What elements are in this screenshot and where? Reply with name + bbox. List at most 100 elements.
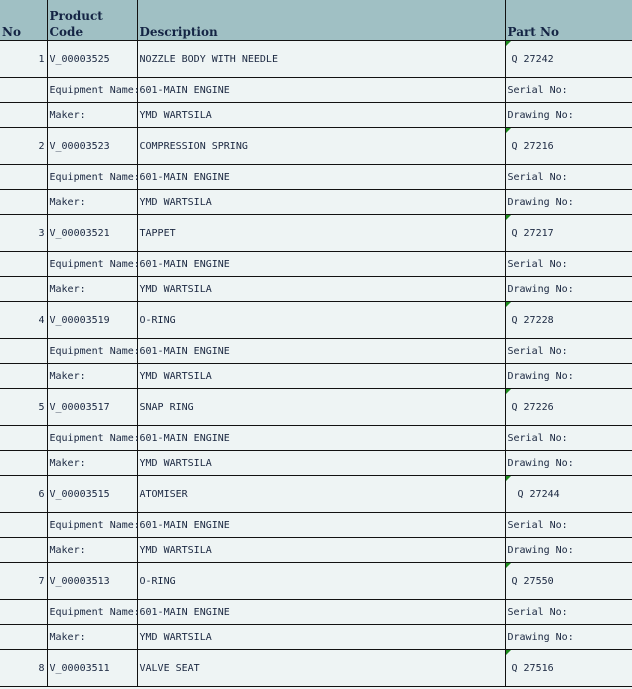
part-no-cell[interactable]: Q 27242 <box>504 40 632 78</box>
header-product-code: Product Code <box>46 0 138 41</box>
maker-label: Maker: <box>46 102 138 128</box>
drawing-label: Drawing No: <box>504 102 632 128</box>
empty-cell <box>0 599 48 625</box>
description[interactable]: O-RING <box>136 301 506 339</box>
part-no: Q 27217 <box>511 227 554 239</box>
part-no-cell[interactable]: Q 27516 <box>504 649 632 687</box>
item-row[interactable]: 7 V_00003513 O-RING Q 27550 <box>0 562 632 600</box>
product-code[interactable]: V_00003513 <box>46 562 138 600</box>
header-no: No <box>0 0 48 41</box>
description[interactable]: ATOMISER <box>136 475 506 513</box>
maker-label: Maker: <box>46 189 138 215</box>
maker-name[interactable]: YMD WARTSILA <box>136 189 506 215</box>
description[interactable]: SNAP RING <box>136 388 506 426</box>
item-no: 3 <box>0 214 48 252</box>
maker-row: Maker: YMD WARTSILA Drawing No: <box>0 276 632 302</box>
header-row: No Product Code Description Part No <box>0 0 632 41</box>
part-no-cell[interactable]: Q 27550 <box>504 562 632 600</box>
comment-marker-icon <box>506 128 511 133</box>
equipment-name[interactable]: 601-MAIN ENGINE <box>136 164 506 190</box>
part-no-cell[interactable]: Q 27228 <box>504 301 632 339</box>
description[interactable]: O-RING <box>136 562 506 600</box>
equipment-row: Equipment Name: 601-MAIN ENGINE Serial N… <box>0 251 632 277</box>
description[interactable]: COMPRESSION SPRING <box>136 127 506 165</box>
equipment-label: Equipment Name: <box>46 512 140 538</box>
empty-cell <box>0 450 48 476</box>
drawing-label: Drawing No: <box>504 276 632 302</box>
equipment-name[interactable]: 601-MAIN ENGINE <box>136 425 506 451</box>
part-no-cell[interactable]: Q 27244 <box>504 475 632 513</box>
description[interactable]: VALVE SEAT <box>136 649 506 687</box>
drawing-label: Drawing No: <box>504 363 632 389</box>
part-no: Q 27244 <box>517 488 560 500</box>
product-code[interactable]: V_00003521 <box>46 214 138 252</box>
empty-cell <box>0 102 48 128</box>
equipment-name[interactable]: 601-MAIN ENGINE <box>136 77 506 103</box>
equipment-label: Equipment Name: <box>46 164 140 190</box>
serial-label: Serial No: <box>504 251 632 277</box>
equipment-name[interactable]: 601-MAIN ENGINE <box>136 512 506 538</box>
equipment-row: Equipment Name: 601-MAIN ENGINE Serial N… <box>0 77 632 103</box>
description[interactable]: NOZZLE BODY WITH NEEDLE <box>136 40 506 78</box>
equipment-name[interactable]: 601-MAIN ENGINE <box>136 251 506 277</box>
product-code[interactable]: V_00003515 <box>46 475 138 513</box>
header-description: Description <box>136 0 506 41</box>
maker-label: Maker: <box>46 363 138 389</box>
item-row[interactable]: 3 V_00003521 TAPPET Q 27217 <box>0 214 632 252</box>
item-no: 2 <box>0 127 48 165</box>
product-code[interactable]: V_00003517 <box>46 388 138 426</box>
equipment-name[interactable]: 601-MAIN ENGINE <box>136 599 506 625</box>
equipment-name[interactable]: 601-MAIN ENGINE <box>136 338 506 364</box>
item-no: 8 <box>0 649 48 687</box>
part-no-cell[interactable]: Q 27226 <box>504 388 632 426</box>
serial-label: Serial No: <box>504 77 632 103</box>
maker-name[interactable]: YMD WARTSILA <box>136 450 506 476</box>
maker-name[interactable]: YMD WARTSILA <box>136 276 506 302</box>
empty-cell <box>0 276 48 302</box>
product-code[interactable]: V_00003519 <box>46 301 138 339</box>
comment-marker-icon <box>506 215 511 220</box>
header-part-no: Part No <box>504 0 632 41</box>
equipment-row: Equipment Name: 601-MAIN ENGINE Serial N… <box>0 512 632 538</box>
maker-row: Maker: YMD WARTSILA Drawing No: <box>0 624 632 650</box>
part-no: Q 27516 <box>511 662 554 674</box>
item-no: 4 <box>0 301 48 339</box>
maker-name[interactable]: YMD WARTSILA <box>136 624 506 650</box>
item-row[interactable]: 6 V_00003515 ATOMISER Q 27244 <box>0 475 632 513</box>
part-no-cell[interactable]: Q 27216 <box>504 127 632 165</box>
item-row[interactable]: 2 V_00003523 COMPRESSION SPRING Q 27216 <box>0 127 632 165</box>
maker-row: Maker: YMD WARTSILA Drawing No: <box>0 363 632 389</box>
maker-name[interactable]: YMD WARTSILA <box>136 363 506 389</box>
comment-marker-icon <box>506 563 511 568</box>
empty-cell <box>0 251 48 277</box>
product-code[interactable]: V_00003525 <box>46 40 138 78</box>
maker-name[interactable]: YMD WARTSILA <box>136 537 506 563</box>
equipment-row: Equipment Name: 601-MAIN ENGINE Serial N… <box>0 599 632 625</box>
description[interactable]: TAPPET <box>136 214 506 252</box>
product-code[interactable]: V_00003523 <box>46 127 138 165</box>
maker-label: Maker: <box>46 624 138 650</box>
drawing-label: Drawing No: <box>504 537 632 563</box>
part-no-cell[interactable]: Q 27217 <box>504 214 632 252</box>
item-row[interactable]: 4 V_00003519 O-RING Q 27228 <box>0 301 632 339</box>
maker-row: Maker: YMD WARTSILA Drawing No: <box>0 102 632 128</box>
item-row[interactable]: 1 V_00003525 NOZZLE BODY WITH NEEDLE Q 2… <box>0 40 632 78</box>
comment-marker-icon <box>506 41 511 46</box>
item-row[interactable]: 5 V_00003517 SNAP RING Q 27226 <box>0 388 632 426</box>
comment-marker-icon <box>506 302 511 307</box>
item-no: 5 <box>0 388 48 426</box>
serial-label: Serial No: <box>504 338 632 364</box>
part-no: Q 27550 <box>511 575 554 587</box>
maker-name[interactable]: YMD WARTSILA <box>136 102 506 128</box>
equipment-row: Equipment Name: 601-MAIN ENGINE Serial N… <box>0 164 632 190</box>
empty-cell <box>0 338 48 364</box>
maker-row: Maker: YMD WARTSILA Drawing No: <box>0 450 632 476</box>
item-row[interactable]: 8 V_00003511 VALVE SEAT Q 27516 <box>0 649 632 687</box>
equipment-label: Equipment Name: <box>46 251 140 277</box>
part-no: Q 27228 <box>511 314 554 326</box>
product-code[interactable]: V_00003511 <box>46 649 138 687</box>
comment-marker-icon <box>506 650 511 655</box>
maker-row: Maker: YMD WARTSILA Drawing No: <box>0 189 632 215</box>
maker-row: Maker: YMD WARTSILA Drawing No: <box>0 537 632 563</box>
part-no: Q 27242 <box>511 53 554 65</box>
